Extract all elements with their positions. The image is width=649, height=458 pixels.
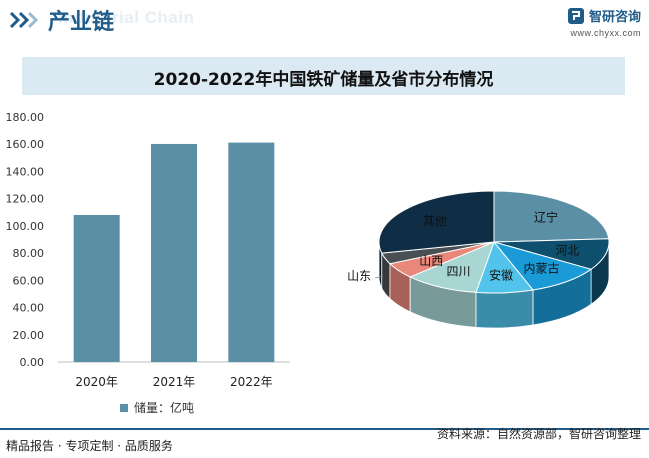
x-tick-label: 2022年 [230, 375, 273, 389]
brand-logo-icon [567, 7, 584, 24]
brand-name: 智研咨询 [588, 10, 641, 25]
legend-swatch [120, 404, 128, 412]
brand: 智研咨询 www.chyxx.com [567, 6, 641, 38]
pie-label: 内蒙古 [523, 260, 559, 275]
footer-slogan: 精品报告 · 专项定制 · 品质服务 [6, 439, 173, 453]
y-tick-label: 80.00 [13, 247, 45, 260]
pie-slice-1 [493, 190, 610, 243]
y-tick-label: 120.00 [6, 193, 45, 206]
section-title: 产业链 [48, 10, 115, 35]
chevron-right-icon [9, 11, 39, 29]
chart-title: 2020-2022年中国铁矿储量及省市分布情况 [153, 70, 494, 90]
y-tick-label: 160.00 [6, 138, 45, 151]
pie-label: 山东 [347, 269, 371, 283]
y-tick-label: 20.00 [13, 329, 45, 342]
brand-url[interactable]: www.chyxx.com [570, 28, 641, 38]
legend-label: 储量：亿吨 [134, 400, 194, 415]
chart-title-banner: 2020-2022年中国铁矿储量及省市分布情况 [22, 57, 625, 95]
header-watermark-text: Industrial Chain [58, 8, 195, 27]
y-tick-label: 100.00 [6, 220, 45, 233]
y-tick-label: 60.00 [13, 274, 45, 287]
pie-label: 辽宁 [534, 209, 558, 224]
x-tick-label: 2021年 [153, 375, 196, 389]
pie-slice-2 [493, 238, 610, 270]
x-tick-label: 2020年 [75, 375, 118, 389]
y-tick-label: 0.00 [20, 356, 45, 369]
source-note: 资料来源：自然资源部，智研咨询整理 [436, 427, 641, 441]
pie-slice-5 [408, 241, 495, 293]
bar-3 [228, 142, 275, 362]
footer-divider [0, 428, 649, 430]
pie-side-wall [475, 289, 534, 329]
pie-label: 四川 [446, 265, 470, 279]
y-tick-label: 180.00 [6, 111, 45, 124]
y-tick-label: 140.00 [6, 165, 45, 178]
bar-1 [73, 215, 120, 362]
header: Industrial Chain 产业链 智研咨询 www.chyxx.com [0, 0, 649, 44]
pie-label: 其他 [423, 214, 447, 228]
chart-canvas: 0.00 20.00 40.00 60.00 80.00 100.00 120.00 140.… [6, 111, 610, 415]
pie-label: 山西 [419, 254, 443, 268]
y-tick-label: 40.00 [13, 302, 45, 315]
pie-label: 河北 [556, 243, 580, 257]
pie-slice-8 [378, 190, 495, 254]
pie-leader-line [375, 275, 384, 279]
bar-2 [151, 143, 197, 362]
pie-slice-3 [492, 241, 593, 291]
pie-label: 安徽 [489, 268, 513, 283]
